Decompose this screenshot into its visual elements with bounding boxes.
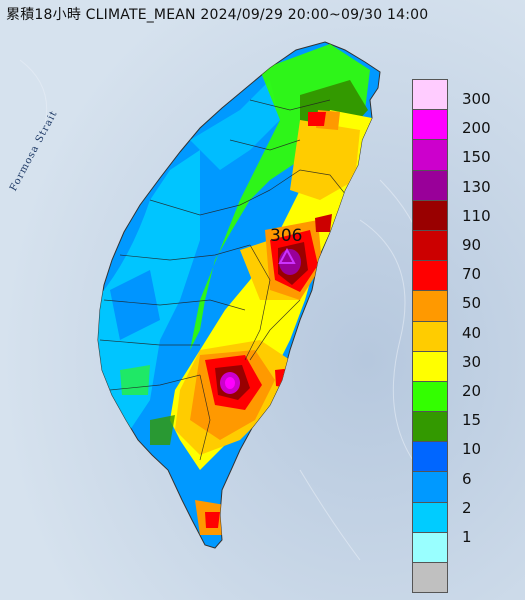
legend-label: 300 — [462, 90, 491, 108]
map-title: 累積18小時 CLIMATE_MEAN 2024/09/29 20:00~09/… — [6, 7, 429, 23]
legend-label: 110 — [462, 206, 491, 225]
legend-swatch — [412, 291, 448, 322]
legend-swatch — [412, 532, 448, 563]
legend-label: 130 — [462, 177, 491, 196]
legend-label: 15 — [462, 411, 482, 430]
legend-label: 6 — [462, 469, 472, 488]
legend-swatch — [412, 230, 448, 262]
legend-swatch — [412, 200, 448, 231]
rainfall-fields — [98, 44, 372, 535]
legend-label: 150 — [462, 148, 491, 167]
legend-label: 90 — [462, 236, 482, 254]
color-legend — [412, 79, 448, 594]
legend-label: 1 — [462, 528, 472, 546]
legend-swatch — [412, 472, 448, 503]
legend-swatch — [412, 110, 448, 141]
legend-label: 200 — [462, 119, 491, 138]
legend-swatch — [412, 79, 448, 111]
legend-label: 70 — [462, 265, 482, 284]
county-boundaries — [99, 99, 351, 461]
legend-label: 2 — [462, 498, 472, 517]
legend-label: 10 — [462, 440, 482, 459]
max-rainfall-marker — [278, 247, 296, 264]
legend-swatch — [412, 321, 448, 352]
legend-swatch — [412, 170, 448, 201]
legend-swatch — [412, 140, 448, 171]
legend-swatch — [412, 261, 448, 292]
legend-swatch — [412, 351, 448, 382]
max-value-label: 306 — [270, 226, 303, 246]
legend-label: 40 — [462, 323, 482, 342]
legend-swatch — [412, 412, 448, 443]
legend-swatches — [412, 79, 448, 594]
legend-label: 20 — [462, 382, 482, 400]
legend-swatch — [412, 442, 448, 473]
legend-label: 50 — [462, 294, 482, 313]
legend-label: 30 — [462, 352, 482, 371]
legend-swatch — [412, 381, 448, 413]
legend-swatch — [412, 502, 448, 533]
legend-swatch — [412, 563, 448, 594]
